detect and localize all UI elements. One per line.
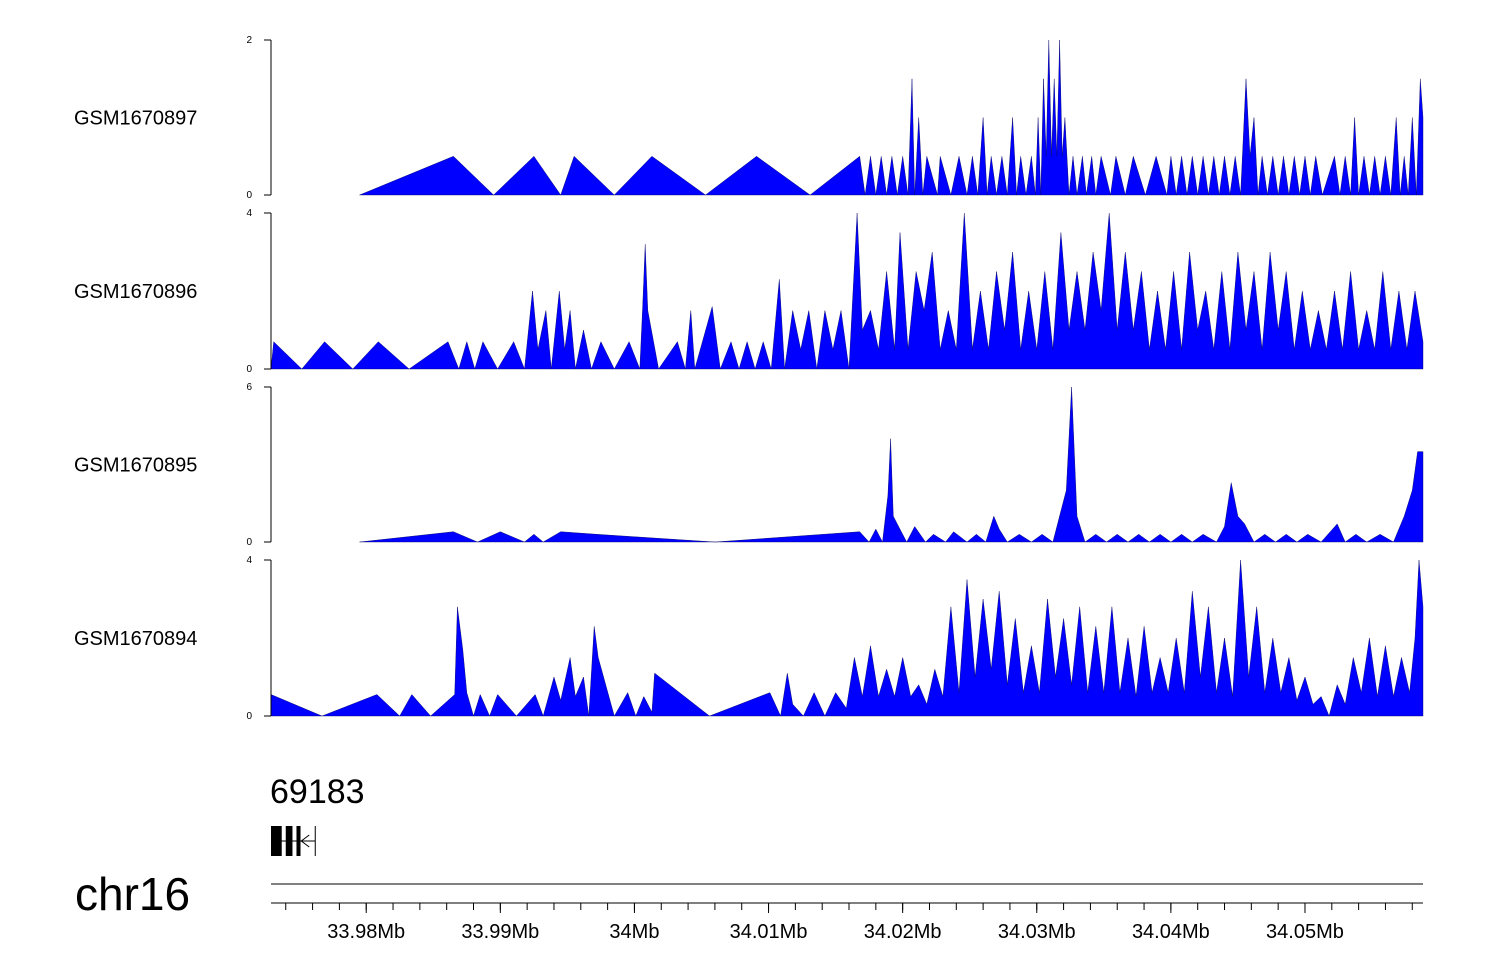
gene-label: 69183	[270, 773, 365, 811]
gene-exon	[271, 826, 282, 856]
y-tick-label: 0	[246, 537, 252, 548]
signal-area	[270, 559, 1424, 717]
x-tick-label: 33.98Mb	[327, 921, 405, 943]
y-tick-label: 4	[246, 555, 252, 566]
x-tick-label: 34.02Mb	[864, 921, 942, 943]
track-GSM1670897: 2 0 GSM1670897	[74, 35, 1424, 201]
y-tick-label: 0	[246, 711, 252, 722]
x-tick-label: 34Mb	[609, 921, 659, 943]
gene-annotation-track: 69183	[270, 773, 365, 856]
signal-area	[359, 386, 1424, 543]
track-GSM1670896: 4 0 GSM1670896	[74, 208, 1424, 375]
y-tick-label: 0	[246, 190, 252, 201]
strand-arrow	[300, 834, 310, 848]
x-tick-label: 34.03Mb	[998, 921, 1076, 943]
track-name: GSM1670895	[74, 455, 197, 477]
track-GSM1670895: 6 0 GSM1670895	[74, 382, 1424, 548]
signal-area	[359, 39, 1424, 196]
genome-axis: 33.98Mb 33.99Mb 34Mb 34.01Mb 34.02Mb 34.03Mb 3…	[271, 883, 1423, 943]
y-tick-label: 0	[246, 364, 252, 375]
track-name: GSM1670897	[74, 108, 197, 130]
track-GSM1670894: 4 0 GSM1670894	[74, 555, 1424, 722]
signal-tracks: 2 0 GSM1670897 4 0 GSM1670896 6 0 GSM1670895 4 0 GS…	[74, 35, 1424, 722]
x-tick-label: 34.01Mb	[730, 921, 808, 943]
y-tick-label: 6	[246, 382, 252, 393]
x-tick-label: 34.05Mb	[1266, 921, 1344, 943]
signal-area	[270, 212, 1424, 370]
y-tick-label: 4	[246, 208, 252, 219]
track-name: GSM1670896	[74, 281, 197, 303]
x-tick-label: 33.99Mb	[461, 921, 539, 943]
x-tick-label: 34.04Mb	[1132, 921, 1210, 943]
gene-exon	[296, 826, 301, 856]
chromosome-label: chr16	[75, 868, 190, 920]
gene-exon	[285, 826, 293, 856]
y-tick-label: 2	[246, 35, 252, 46]
track-name: GSM1670894	[74, 628, 197, 650]
